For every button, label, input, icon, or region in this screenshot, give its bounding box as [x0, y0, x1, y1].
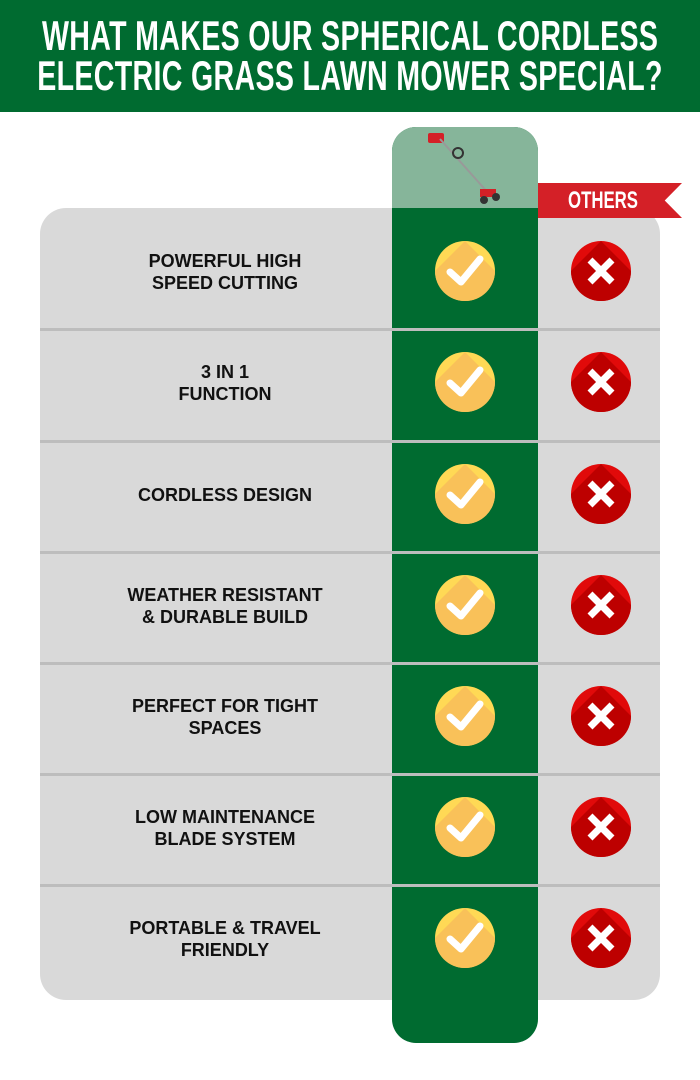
header-banner: WHAT MAKES OUR SPHERICAL CORDLESS ELECTR…	[0, 0, 700, 112]
feature-label-line: FRIENDLY	[180, 939, 270, 960]
cross-icon	[571, 797, 631, 857]
check-icon	[435, 797, 495, 857]
feature-label: PERFECT FOR TIGHT SPACES	[40, 661, 410, 772]
check-icon	[435, 352, 495, 412]
comparison-row: POWERFUL HIGH SPEED CUTTING	[40, 216, 660, 327]
check-icon	[435, 686, 495, 746]
check-icon	[435, 241, 495, 301]
row-divider	[40, 440, 660, 443]
title-line-1: WHAT MAKES OUR SPHERICAL CORDLESS	[41, 12, 659, 59]
lawn-mower-image	[428, 133, 500, 204]
check-icon	[435, 575, 495, 635]
feature-label-line: WEATHER RESISTANT	[127, 584, 323, 605]
row-divider	[40, 884, 660, 887]
check-icon	[435, 908, 495, 968]
comparison-row: CORDLESS DESIGN	[40, 439, 660, 550]
cross-icon	[571, 575, 631, 635]
feature-label: 3 IN 1 FUNCTION	[40, 327, 410, 438]
check-icon	[435, 464, 495, 524]
feature-label-line: & DURABLE BUILD	[141, 606, 308, 627]
comparison-row: 3 IN 1 FUNCTION	[40, 327, 660, 438]
feature-label-line: CORDLESS DESIGN	[137, 484, 313, 505]
comparison-row: LOW MAINTENANCE BLADE SYSTEM	[40, 772, 660, 883]
feature-label-line: 3 IN 1	[200, 361, 250, 382]
feature-label-line: SPEED CUTTING	[151, 272, 298, 293]
feature-label: LOW MAINTENANCE BLADE SYSTEM	[40, 772, 410, 883]
others-ribbon: OTHERS	[538, 183, 682, 218]
feature-label: PORTABLE & TRAVEL FRIENDLY	[40, 883, 410, 994]
row-divider	[40, 551, 660, 554]
feature-label-line: POWERFUL HIGH	[148, 250, 302, 271]
cross-icon	[571, 352, 631, 412]
cross-icon	[571, 241, 631, 301]
comparison-panel	[40, 208, 660, 1000]
title-line-2: ELECTRIC GRASS LAWN MOWER SPECIAL?	[37, 52, 663, 99]
cross-icon	[571, 686, 631, 746]
product-image-header	[392, 127, 538, 208]
feature-label: CORDLESS DESIGN	[40, 439, 410, 550]
row-divider	[40, 773, 660, 776]
feature-label-line: SPACES	[188, 717, 262, 738]
comparison-row: WEATHER RESISTANT & DURABLE BUILD	[40, 550, 660, 661]
feature-label-line: BLADE SYSTEM	[154, 828, 296, 849]
others-label: OTHERS	[567, 186, 638, 214]
feature-label-line: PORTABLE & TRAVEL	[129, 917, 321, 938]
row-divider	[40, 328, 660, 331]
feature-label-line: FUNCTION	[178, 383, 272, 404]
feature-label-line: PERFECT FOR TIGHT	[132, 695, 318, 716]
cross-icon	[571, 464, 631, 524]
feature-label: WEATHER RESISTANT & DURABLE BUILD	[40, 550, 410, 661]
feature-label-line: LOW MAINTENANCE	[135, 806, 315, 827]
feature-label: POWERFUL HIGH SPEED CUTTING	[40, 216, 410, 327]
cross-icon	[571, 908, 631, 968]
comparison-row: PORTABLE & TRAVEL FRIENDLY	[40, 883, 660, 994]
comparison-row: PERFECT FOR TIGHT SPACES	[40, 661, 660, 772]
row-divider	[40, 662, 660, 665]
